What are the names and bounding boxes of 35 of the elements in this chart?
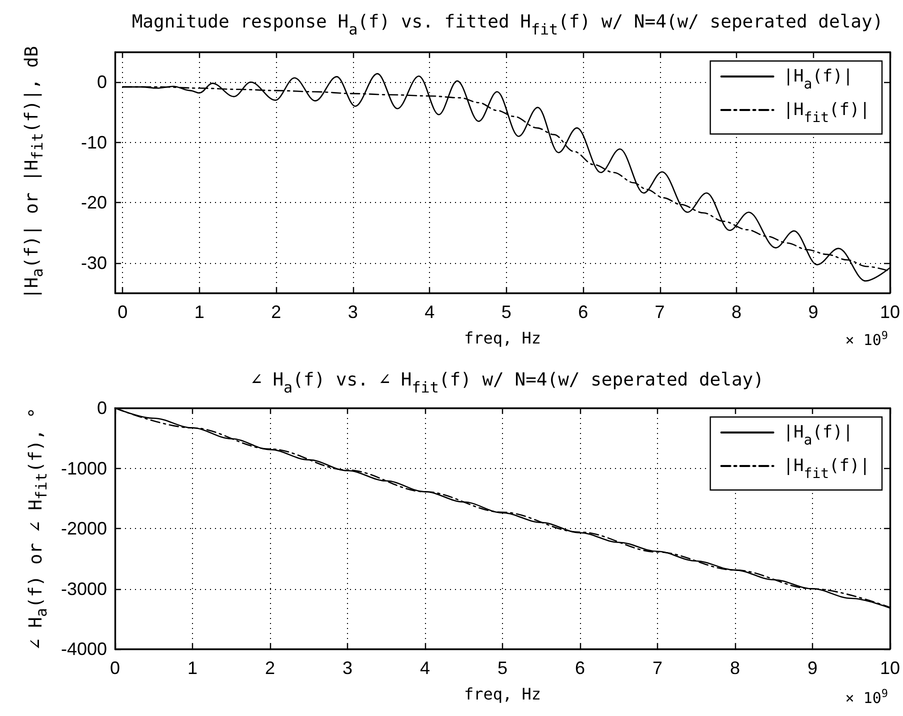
y-tick-label: -2000 bbox=[60, 518, 107, 538]
x-tick-label: 6 bbox=[578, 302, 588, 322]
x-tick-label: 1 bbox=[187, 658, 198, 678]
y-tick-label: -20 bbox=[80, 192, 107, 213]
x-tick-label: 1 bbox=[194, 302, 204, 322]
y-tick-label: -1000 bbox=[60, 458, 107, 478]
x-tick-label: 9 bbox=[808, 302, 818, 322]
x-tick-label: 2 bbox=[264, 658, 276, 678]
x-tick-label: 10 bbox=[880, 302, 900, 322]
x-tick-label: 5 bbox=[501, 302, 512, 322]
x-tick-label: 5 bbox=[497, 658, 508, 678]
x-tick-label: 3 bbox=[348, 302, 358, 322]
x-tick-label: 7 bbox=[654, 302, 665, 322]
x-tick-label: 9 bbox=[807, 658, 818, 678]
y-tick-label: 0 bbox=[96, 72, 107, 92]
y-axis-title: |Ha(f)| or |Hfit(f)|, dB bbox=[22, 46, 46, 299]
x-tick-label: 0 bbox=[118, 302, 128, 322]
x-tick-label: 2 bbox=[271, 302, 282, 322]
x-tick-label: 3 bbox=[342, 658, 353, 678]
x-tick-label: 8 bbox=[732, 302, 742, 322]
y-tick-label: -10 bbox=[80, 132, 107, 152]
x-tick-label: 0 bbox=[110, 658, 120, 678]
x-axis-title: freq, Hz bbox=[464, 328, 542, 348]
y-tick-label: -3000 bbox=[60, 578, 107, 599]
x-tick-label: 10 bbox=[880, 658, 900, 678]
y-tick-label: 0 bbox=[96, 398, 107, 418]
x-tick-label: 8 bbox=[730, 658, 740, 678]
x-tick-label: 4 bbox=[424, 302, 435, 322]
x-tick-label: 6 bbox=[574, 658, 585, 678]
y-axis-title: ∠ Ha(f) or ∠ Hfit(f), ° bbox=[26, 407, 50, 650]
y-tick-label: -4000 bbox=[60, 639, 107, 659]
y-tick-label: -30 bbox=[80, 252, 107, 273]
x-tick-label: 7 bbox=[652, 658, 662, 678]
x-tick-label: 4 bbox=[420, 658, 430, 678]
x-axis-title: freq, Hz bbox=[464, 684, 542, 704]
